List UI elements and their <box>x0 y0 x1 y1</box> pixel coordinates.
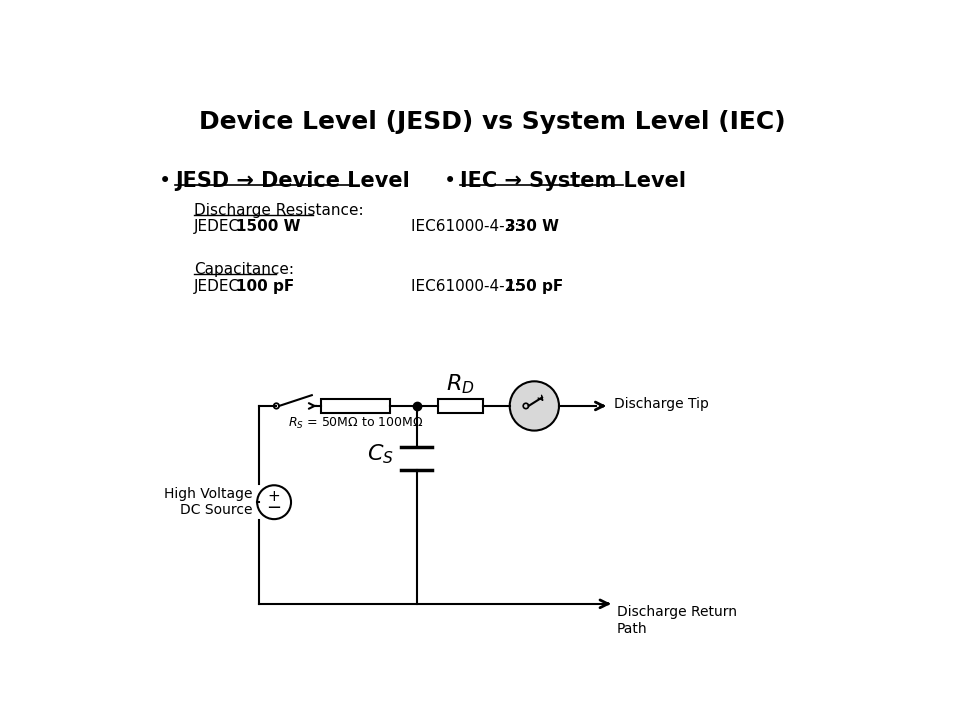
Text: IEC → System Level: IEC → System Level <box>460 171 685 191</box>
Text: JEDEC:: JEDEC: <box>194 279 251 294</box>
Text: •: • <box>444 171 457 191</box>
Text: $C_S$: $C_S$ <box>367 443 394 467</box>
Text: •: • <box>159 171 172 191</box>
Text: $R_D$: $R_D$ <box>446 372 475 396</box>
Text: 150 pF: 150 pF <box>505 279 564 294</box>
Text: Discharge Resistance:: Discharge Resistance: <box>194 204 364 218</box>
Circle shape <box>510 382 559 431</box>
Text: IEC61000-4-2:: IEC61000-4-2: <box>411 279 529 294</box>
Text: 330 W: 330 W <box>505 219 559 234</box>
Text: Capacitance:: Capacitance: <box>194 262 294 277</box>
Bar <box>321 399 391 413</box>
Text: Device Level (JESD) vs System Level (IEC): Device Level (JESD) vs System Level (IEC… <box>199 109 785 133</box>
Text: High Voltage
DC Source: High Voltage DC Source <box>164 487 252 517</box>
Text: Discharge Tip: Discharge Tip <box>613 397 708 411</box>
Text: 100 pF: 100 pF <box>236 279 295 294</box>
Text: JEDEC:: JEDEC: <box>194 219 251 234</box>
Text: Discharge Return
Path: Discharge Return Path <box>616 606 736 636</box>
Text: JESD → Device Level: JESD → Device Level <box>175 171 410 191</box>
Bar <box>438 399 483 413</box>
Text: 1500 W: 1500 W <box>236 219 300 234</box>
Text: $R_S$ = 50MΩ to 100MΩ: $R_S$ = 50MΩ to 100MΩ <box>288 416 423 431</box>
Text: IEC61000-4-2:: IEC61000-4-2: <box>411 219 529 234</box>
Text: +: + <box>268 489 280 503</box>
Text: −: − <box>267 500 281 518</box>
